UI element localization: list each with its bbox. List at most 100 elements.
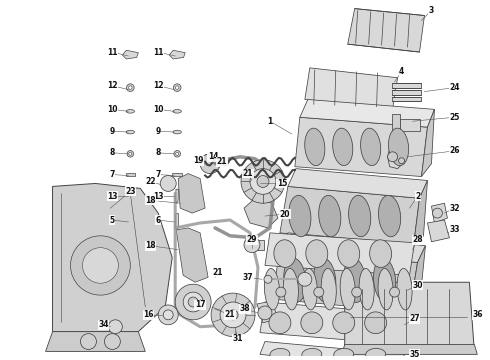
Ellipse shape xyxy=(321,269,336,310)
Text: 35: 35 xyxy=(409,350,420,359)
Polygon shape xyxy=(345,282,474,351)
Ellipse shape xyxy=(283,269,298,310)
Polygon shape xyxy=(272,249,417,312)
Text: 7: 7 xyxy=(110,170,115,179)
Ellipse shape xyxy=(284,258,306,302)
Circle shape xyxy=(183,292,203,312)
Text: 10: 10 xyxy=(107,105,118,114)
Circle shape xyxy=(127,150,134,157)
Ellipse shape xyxy=(333,312,355,334)
Polygon shape xyxy=(52,184,172,332)
Polygon shape xyxy=(348,9,424,52)
Circle shape xyxy=(241,160,285,203)
Text: 22: 22 xyxy=(145,177,155,186)
Polygon shape xyxy=(300,99,435,127)
Circle shape xyxy=(175,284,211,320)
Circle shape xyxy=(108,320,122,334)
Circle shape xyxy=(257,176,269,188)
Text: 32: 32 xyxy=(449,204,460,213)
Circle shape xyxy=(276,287,286,297)
Polygon shape xyxy=(175,189,178,203)
Text: 20: 20 xyxy=(280,210,290,219)
Circle shape xyxy=(71,236,130,295)
Ellipse shape xyxy=(269,312,291,334)
Circle shape xyxy=(175,86,179,89)
Circle shape xyxy=(388,152,397,162)
Ellipse shape xyxy=(338,240,360,267)
Polygon shape xyxy=(280,186,419,246)
Circle shape xyxy=(129,152,132,155)
Text: 21: 21 xyxy=(225,310,235,319)
Ellipse shape xyxy=(333,128,353,166)
Text: 33: 33 xyxy=(449,225,460,234)
Ellipse shape xyxy=(314,258,336,302)
Circle shape xyxy=(398,158,405,164)
Text: 19: 19 xyxy=(193,156,203,165)
Text: 9: 9 xyxy=(156,127,161,136)
Text: 6: 6 xyxy=(156,216,161,225)
Circle shape xyxy=(228,310,238,320)
Circle shape xyxy=(176,152,179,155)
Circle shape xyxy=(80,334,97,350)
Polygon shape xyxy=(128,214,132,230)
Text: 25: 25 xyxy=(449,113,460,122)
Polygon shape xyxy=(288,168,427,198)
Polygon shape xyxy=(432,203,447,223)
Ellipse shape xyxy=(365,312,387,334)
Circle shape xyxy=(258,306,272,320)
Text: 23: 23 xyxy=(125,187,136,196)
Text: 8: 8 xyxy=(155,148,161,157)
Text: 18: 18 xyxy=(145,196,156,205)
Polygon shape xyxy=(244,198,278,228)
Bar xyxy=(125,173,135,176)
Polygon shape xyxy=(421,109,435,176)
Polygon shape xyxy=(175,214,178,230)
Polygon shape xyxy=(280,233,425,262)
Ellipse shape xyxy=(373,258,396,302)
Circle shape xyxy=(220,302,246,328)
Ellipse shape xyxy=(305,128,325,166)
Ellipse shape xyxy=(318,195,341,237)
Ellipse shape xyxy=(378,269,393,310)
Text: 26: 26 xyxy=(449,147,460,156)
Text: 8: 8 xyxy=(110,148,115,157)
Polygon shape xyxy=(265,233,415,275)
Text: 2: 2 xyxy=(415,192,420,201)
Text: 16: 16 xyxy=(143,310,153,319)
Text: 21: 21 xyxy=(217,157,227,166)
Text: 24: 24 xyxy=(449,83,460,92)
Polygon shape xyxy=(295,117,427,176)
Polygon shape xyxy=(178,174,205,213)
Ellipse shape xyxy=(173,109,181,113)
Circle shape xyxy=(188,297,198,307)
Text: 13: 13 xyxy=(107,192,118,201)
Circle shape xyxy=(128,86,132,89)
Ellipse shape xyxy=(301,312,323,334)
Circle shape xyxy=(250,168,276,194)
Polygon shape xyxy=(122,50,138,59)
Circle shape xyxy=(390,287,399,297)
Circle shape xyxy=(211,293,255,337)
Text: 15: 15 xyxy=(277,179,287,188)
Text: 36: 36 xyxy=(472,310,483,319)
Text: 1: 1 xyxy=(268,117,272,126)
Ellipse shape xyxy=(378,195,401,237)
Circle shape xyxy=(244,237,260,253)
Polygon shape xyxy=(128,189,131,203)
Text: 29: 29 xyxy=(247,235,257,244)
Circle shape xyxy=(200,154,220,174)
Circle shape xyxy=(264,275,272,283)
Circle shape xyxy=(163,310,173,320)
Text: 10: 10 xyxy=(153,105,164,114)
Bar xyxy=(248,240,264,249)
Text: 3: 3 xyxy=(429,6,434,15)
Ellipse shape xyxy=(274,240,296,267)
Circle shape xyxy=(104,334,121,350)
Text: 21: 21 xyxy=(213,268,223,277)
Bar xyxy=(205,154,215,162)
Ellipse shape xyxy=(389,128,409,166)
Ellipse shape xyxy=(366,348,386,360)
Bar xyxy=(399,119,419,131)
Circle shape xyxy=(174,150,180,157)
Circle shape xyxy=(160,176,176,192)
